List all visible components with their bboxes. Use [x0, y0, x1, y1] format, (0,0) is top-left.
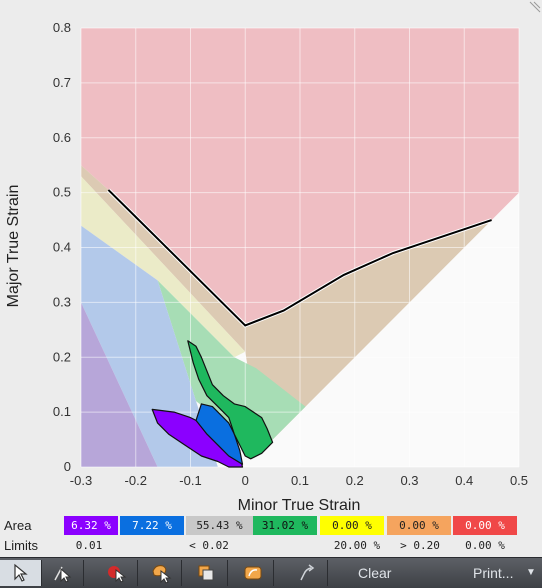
limits-label: Limits — [4, 538, 38, 553]
x-tick-label: -0.1 — [179, 473, 201, 488]
zone-2 — [81, 176, 246, 358]
y-axis-title: Major True Strain — [5, 185, 22, 308]
zone-3 — [157, 280, 306, 451]
y-tick-label: 0.6 — [53, 130, 71, 145]
layer-tool-button[interactable] — [186, 560, 228, 586]
red-dot-pointer-icon — [107, 566, 126, 583]
x-tick-label: -0.3 — [70, 473, 92, 488]
curve-arrow-icon — [299, 564, 314, 581]
y-tick-label: 0.7 — [53, 75, 71, 90]
area-cell-6: 0.00 % — [453, 516, 517, 535]
limits-cell-1: < 0.02 — [189, 539, 229, 552]
flc-curve-group — [106, 188, 493, 328]
zone-4 — [81, 225, 218, 467]
area-label: Area — [4, 518, 32, 533]
path-tool-button[interactable] — [286, 560, 328, 586]
line-tool-button[interactable] — [42, 560, 84, 586]
lasso-icon — [244, 566, 261, 580]
zone-legend: Area 6.32 % 7.22 % 55.43 % 31.02 % 0.00 % 0.0… — [0, 515, 542, 557]
area-cell-2: 55.43 % — [186, 516, 253, 535]
forming-limit-chart: -0.3 -0.2 -0.1 0 0.1 0.2 0.3 0.4 0.5 00.10.20.30… — [5, 1, 541, 514]
y-tick-label: 0.3 — [53, 294, 71, 309]
print-button[interactable]: Print... — [473, 565, 514, 581]
y-tick-label: 0.5 — [53, 185, 71, 200]
pointer-icon — [13, 563, 28, 582]
y-tick-label: 0.4 — [53, 240, 71, 255]
area-cell-3: 31.02 % — [253, 516, 317, 535]
y-tick-label: 0.2 — [53, 349, 71, 364]
limits-cell-4: 0.00 % — [465, 539, 505, 552]
limits-cell-2: 20.00 % — [333, 539, 381, 552]
area-cell-1: 7.22 % — [120, 516, 184, 535]
x-tick-label: 0.2 — [346, 473, 364, 488]
lasso-tool-button[interactable] — [232, 560, 274, 586]
flc-curve — [107, 189, 492, 327]
y-tick-label: 0.1 — [53, 404, 71, 419]
point-tool-button[interactable] — [96, 560, 138, 586]
y-tick-label: 0.8 — [53, 20, 71, 35]
measured-region-1 — [195, 403, 244, 465]
measured-strain-regions — [151, 340, 274, 468]
limits-cell-3: > 0.20 — [400, 539, 440, 552]
clear-button[interactable]: Clear — [358, 565, 392, 581]
x-tick-label: 0 — [242, 473, 249, 488]
area-cell-4: 0.00 % — [320, 516, 384, 535]
limits-row: Limits 0.01 < 0.02 20.00 % > 0.20 0.00 % — [0, 536, 542, 556]
layers-icon — [198, 565, 213, 581]
print-dropdown-icon[interactable]: ▼ — [526, 567, 536, 578]
x-axis-title: Minor True Strain — [238, 497, 361, 514]
y-tick-label: 0 — [64, 459, 71, 474]
region-tool-button[interactable] — [140, 560, 182, 586]
x-tick-label: -0.2 — [125, 473, 147, 488]
x-tick-label: 0.5 — [510, 473, 528, 488]
x-tick-label: 0.3 — [400, 473, 418, 488]
x-axis-ticks: -0.3 -0.2 -0.1 0 0.1 0.2 0.3 0.4 0.5 — [70, 473, 528, 488]
x-tick-label: 0.1 — [291, 473, 309, 488]
select-tool-button[interactable] — [0, 560, 42, 586]
area-cell-0: 6.32 % — [64, 516, 118, 535]
bottom-toolbar: Clear Print... ▼ — [0, 557, 542, 588]
area-cell-5: 0.00 % — [387, 516, 451, 535]
line-pointer-icon — [53, 566, 71, 583]
resize-grip-icon[interactable] — [529, 1, 541, 13]
x-tick-label: 0.4 — [455, 473, 473, 488]
region-pointer-icon — [151, 565, 171, 584]
chart-grid — [80, 27, 520, 468]
measured-region-2 — [187, 340, 274, 460]
y-axis-ticks: 0 0.1 0.2 0.3 0.4 0.5 0.6 0.7 0.8 — [53, 20, 71, 474]
limits-cell-0: 0.01 — [75, 539, 103, 552]
area-row: Area 6.32 % 7.22 % 55.43 % 31.02 % 0.00 % 0.0… — [0, 516, 542, 536]
zone-5 — [81, 302, 158, 467]
